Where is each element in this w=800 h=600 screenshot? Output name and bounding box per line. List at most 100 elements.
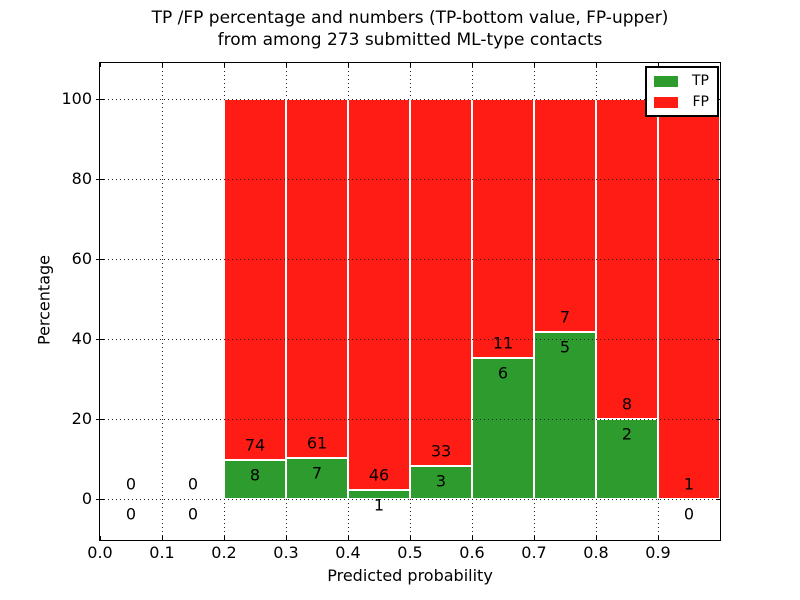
legend-item-fp: FP (654, 95, 709, 109)
bar-count-label-fp: 61 (306, 433, 328, 453)
bar-count-label-fp: 8 (621, 394, 633, 414)
chart-title-line2: from among 273 submitted ML-type contact… (217, 30, 603, 50)
bar-count-label-fp: 74 (244, 435, 266, 455)
bar-count-label-fp: 33 (430, 441, 452, 461)
y-tick-mark (96, 258, 99, 260)
x-tick-label: 0.4 (335, 543, 361, 562)
y-tick-mark (96, 338, 99, 340)
legend-label-fp: FP (692, 94, 710, 110)
bar-count-label-fp: 46 (368, 465, 390, 485)
plot-area: 0 0 0 0 74 8 61 7 46 1 33 3 11 6 7 5 8 2 1 0 (96, 62, 721, 541)
y-tick-label: 60 (71, 249, 92, 268)
y-tick-mark (716, 258, 720, 260)
bar-count-label-fp: 1 (683, 474, 695, 494)
gridline-horizontal (100, 258, 720, 260)
gridline-horizontal (100, 418, 720, 420)
legend-label-tp: TP (692, 73, 709, 89)
y-tick-mark (716, 338, 720, 340)
y-tick-mark (96, 178, 99, 180)
x-tick-mark (409, 536, 411, 540)
x-tick-label: 0.9 (645, 543, 671, 562)
chart-title-line1: TP /FP percentage and numbers (TP-bottom… (151, 8, 669, 28)
x-tick-mark (533, 536, 535, 540)
y-tick-mark (716, 498, 720, 500)
x-tick-mark (223, 536, 225, 540)
y-tick-mark (96, 418, 99, 420)
x-tick-mark (99, 536, 101, 540)
y-tick-label: 100 (61, 89, 92, 108)
x-tick-mark (595, 63, 597, 67)
x-tick-label: 0.3 (273, 543, 299, 562)
bar-fp-segment (658, 99, 720, 499)
bar-count-label-tp: 5 (559, 337, 571, 357)
y-tick-mark (100, 178, 104, 180)
x-tick-mark (285, 536, 287, 540)
x-tick-mark (533, 63, 535, 67)
bar-count-label-tp: 0 (187, 504, 199, 524)
x-tick-mark (347, 63, 349, 67)
x-tick-label: 0.2 (211, 543, 237, 562)
x-tick-label: 0.8 (583, 543, 609, 562)
legend-item-tp: TP (654, 74, 709, 88)
x-tick-label: 0.6 (459, 543, 485, 562)
y-tick-mark (100, 98, 104, 100)
bar-count-label-fp: 0 (125, 474, 137, 494)
bar-count-label-tp: 0 (683, 504, 695, 524)
bar-count-label-tp: 1 (373, 495, 385, 515)
x-tick-label: 0.5 (397, 543, 423, 562)
x-tick-mark (285, 63, 287, 67)
y-tick-label: 20 (71, 409, 92, 428)
y-tick-mark (100, 418, 104, 420)
x-tick-mark (657, 536, 659, 540)
x-tick-mark (595, 536, 597, 540)
legend-box: TP FP (645, 66, 719, 117)
bar-tp-segment (596, 419, 658, 499)
y-tick-mark (716, 178, 720, 180)
gridline-vertical (161, 63, 163, 540)
bar-fp-segment (472, 99, 534, 358)
x-tick-mark (471, 63, 473, 67)
bar-fp-segment (286, 99, 348, 458)
y-tick-mark (100, 338, 104, 340)
bar-count-label-fp: 11 (492, 333, 514, 353)
y-tick-label: 40 (71, 329, 92, 348)
x-tick-mark (347, 536, 349, 540)
y-tick-mark (96, 498, 99, 500)
x-axis-label: Predicted probability (327, 566, 493, 585)
x-tick-mark (161, 63, 163, 67)
gridline-horizontal (100, 98, 720, 100)
y-tick-mark (716, 418, 720, 420)
bar-tp-segment (286, 457, 348, 499)
bar-count-label-tp: 0 (125, 504, 137, 524)
x-tick-mark (409, 63, 411, 67)
tp-color-swatch (654, 75, 678, 87)
bar-tp-segment (472, 357, 534, 499)
bar-fp-segment (534, 99, 596, 333)
x-tick-mark (223, 63, 225, 67)
gridline-horizontal (100, 338, 720, 340)
gridline-horizontal (100, 178, 720, 180)
bar-tp-segment (534, 332, 596, 499)
fp-color-swatch (654, 96, 678, 108)
bar-count-label-fp: 7 (559, 307, 571, 327)
x-tick-mark (471, 536, 473, 540)
bar-tp-segment (410, 465, 472, 499)
x-tick-mark (657, 63, 659, 67)
x-tick-label: 0.7 (521, 543, 547, 562)
bar-fp-segment (224, 99, 286, 460)
x-tick-mark (161, 536, 163, 540)
bar-fp-segment (348, 99, 410, 491)
bar-count-label-fp: 0 (187, 474, 199, 494)
bar-count-label-tp: 6 (497, 363, 509, 383)
y-tick-mark (100, 258, 104, 260)
x-tick-label: 0.0 (87, 543, 113, 562)
x-tick-label: 0.1 (149, 543, 175, 562)
y-tick-label: 0 (81, 489, 92, 508)
bar-count-label-tp: 7 (311, 463, 323, 483)
y-tick-mark (96, 98, 99, 100)
bar-count-label-tp: 3 (435, 471, 447, 491)
y-tick-label: 80 (71, 169, 92, 188)
y-tick-mark (100, 498, 104, 500)
bar-tp-segment (224, 459, 286, 499)
